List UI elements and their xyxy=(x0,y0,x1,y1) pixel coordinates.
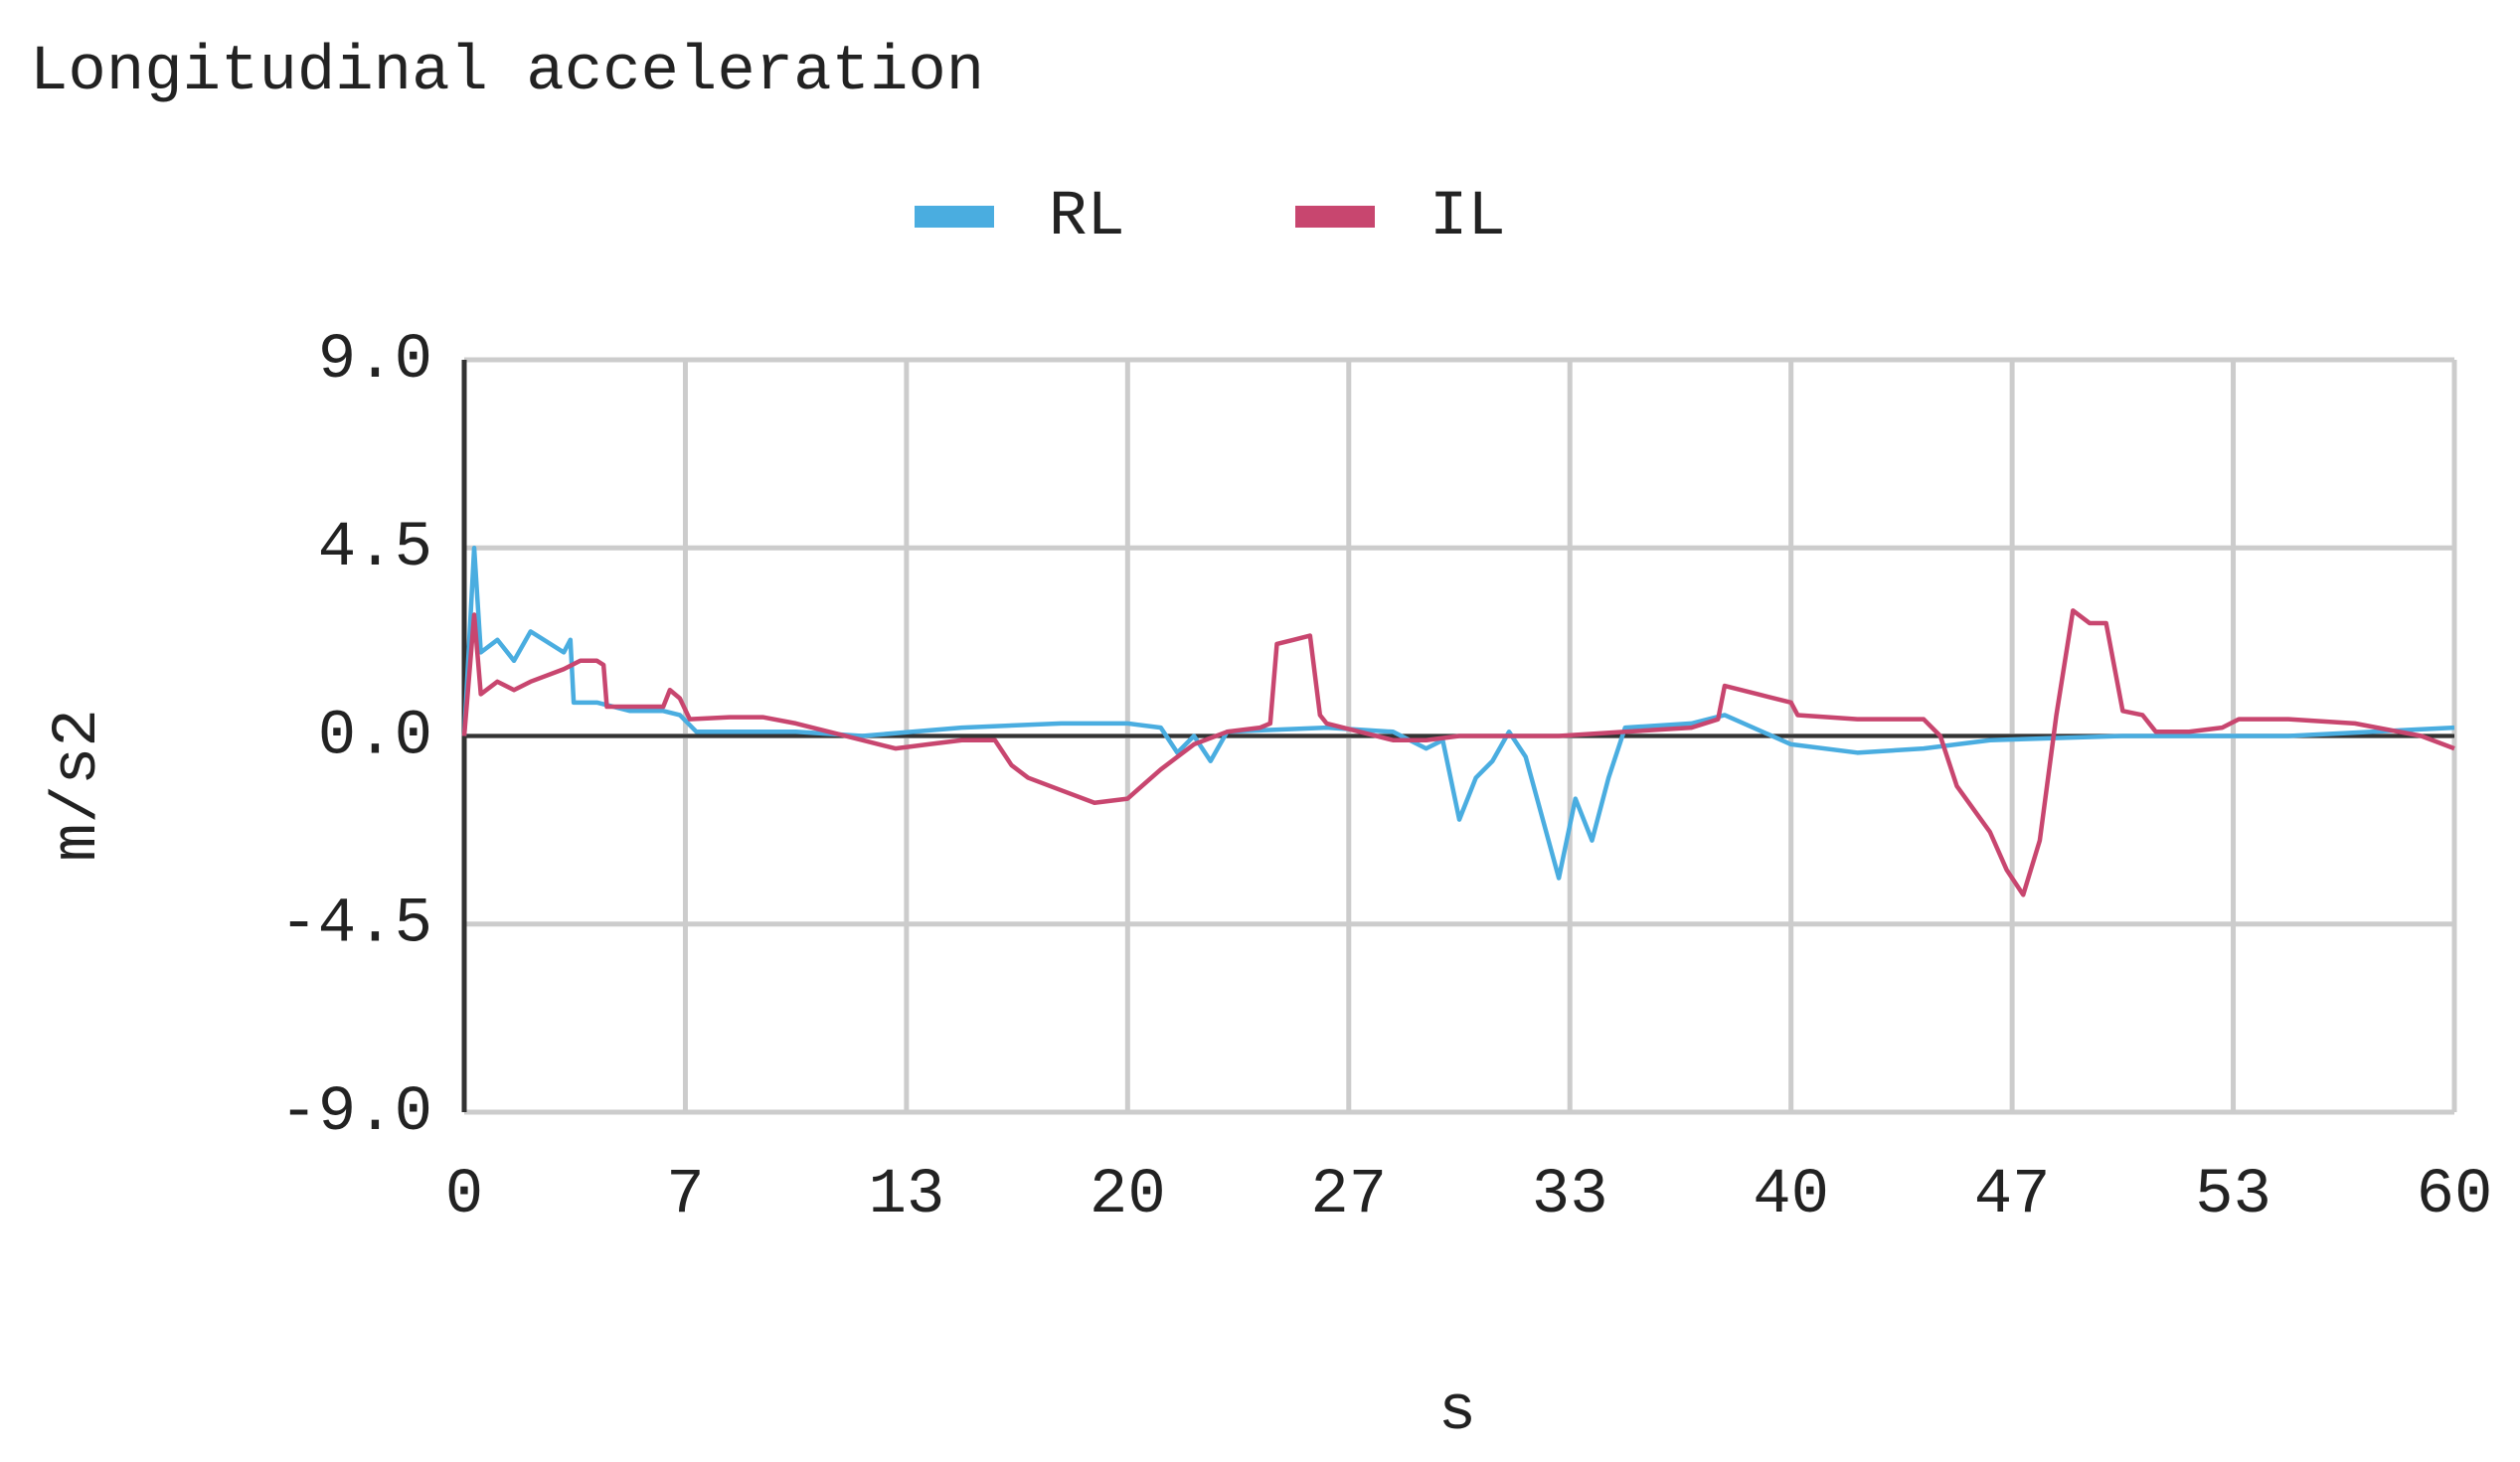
x-tick-label: 53 xyxy=(2195,1160,2271,1231)
y-tick-label: 4.5 xyxy=(318,513,432,584)
legend-swatch xyxy=(1295,206,1375,228)
x-tick-label: 40 xyxy=(1753,1160,1829,1231)
y-axis-label: m/s2 xyxy=(43,709,114,862)
chart-title: Longitudinal acceleration xyxy=(30,37,984,108)
x-tick-label: 27 xyxy=(1310,1160,1387,1231)
x-tick-label: 20 xyxy=(1090,1160,1166,1231)
legend-swatch xyxy=(915,206,994,228)
legend-label: IL xyxy=(1429,182,1506,253)
y-tick-label: -4.5 xyxy=(279,890,432,961)
series-line xyxy=(461,546,2455,881)
series-line xyxy=(461,608,2455,897)
x-tick-label: 47 xyxy=(1974,1160,2051,1231)
x-tick-label: 33 xyxy=(1532,1160,1608,1231)
legend-label: RL xyxy=(1049,182,1125,253)
y-tick-label: 9.0 xyxy=(318,325,432,397)
y-tick-label: 0.0 xyxy=(318,701,432,772)
x-tick-label: 7 xyxy=(666,1160,704,1231)
x-tick-label: 0 xyxy=(445,1160,483,1231)
x-tick-label: 13 xyxy=(868,1160,944,1231)
x-axis-label: s xyxy=(1438,1377,1476,1448)
y-tick-label: -9.0 xyxy=(279,1077,432,1149)
x-tick-label: 60 xyxy=(2417,1160,2493,1231)
